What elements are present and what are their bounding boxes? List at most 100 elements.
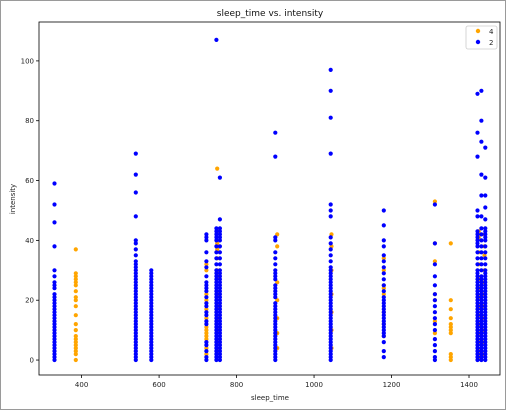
point-series-2 [52, 343, 57, 348]
point-series-2 [479, 88, 484, 93]
point-series-2 [328, 265, 333, 270]
point-series-2 [483, 244, 488, 249]
point-series-2 [273, 301, 278, 306]
point-series-4 [381, 256, 386, 261]
point-series-2 [204, 343, 209, 348]
point-series-2 [217, 271, 222, 276]
point-series-2 [483, 310, 488, 315]
point-series-2 [133, 247, 138, 252]
point-series-2 [475, 334, 480, 339]
point-series-2 [328, 67, 333, 72]
point-series-2 [204, 250, 209, 255]
point-series-2 [217, 313, 222, 318]
plot-area [38, 21, 501, 376]
point-series-2 [149, 286, 154, 291]
point-series-4 [432, 319, 437, 324]
point-series-2 [149, 334, 154, 339]
point-series-2 [381, 271, 386, 276]
point-series-2 [479, 346, 484, 351]
point-series-2 [217, 357, 222, 363]
point-series-2 [328, 241, 333, 246]
point-series-2 [328, 235, 333, 240]
point-series-4 [448, 352, 453, 357]
point-series-2 [214, 355, 219, 360]
point-series-2 [214, 316, 219, 321]
point-series-2 [273, 307, 278, 312]
point-series-2 [483, 334, 488, 339]
point-series-2 [217, 289, 222, 294]
point-series-2 [328, 325, 333, 330]
point-series-2 [214, 307, 219, 312]
point-series-2 [273, 313, 278, 318]
point-series-2 [149, 349, 154, 354]
point-series-2 [479, 352, 484, 357]
point-series-2 [381, 319, 386, 324]
point-series-2 [328, 214, 333, 219]
point-series-2 [273, 340, 278, 345]
point-series-2 [273, 337, 278, 342]
point-series-2 [432, 262, 437, 267]
point-series-2 [381, 313, 386, 318]
point-series-2 [475, 271, 480, 276]
point-series-2 [483, 262, 488, 267]
point-series-2 [479, 280, 484, 285]
point-series-2 [133, 172, 138, 177]
x-tick-label: 400 [75, 381, 88, 389]
point-series-4 [73, 274, 78, 279]
point-series-2 [381, 316, 386, 321]
point-series-2 [381, 238, 386, 243]
point-series-2 [483, 322, 488, 327]
point-series-2 [133, 319, 138, 324]
point-series-2 [483, 286, 488, 291]
point-series-2 [133, 310, 138, 315]
point-series-2 [475, 130, 480, 135]
point-series-2 [475, 340, 480, 345]
point-series-2 [204, 319, 209, 324]
point-series-2 [479, 289, 484, 294]
point-series-2 [432, 349, 437, 354]
point-series-2 [52, 295, 57, 300]
point-series-2 [52, 357, 57, 363]
point-series-2 [217, 319, 222, 324]
point-series-2 [149, 316, 154, 321]
point-series-2 [483, 295, 488, 300]
point-series-4 [448, 325, 453, 330]
point-series-2 [217, 322, 222, 327]
point-series-2 [475, 238, 480, 243]
point-series-2 [475, 283, 480, 288]
point-series-2 [483, 349, 488, 354]
point-series-2 [273, 357, 278, 363]
point-series-2 [214, 346, 219, 351]
point-series-2 [328, 271, 333, 276]
point-series-2 [52, 340, 57, 345]
point-series-2 [217, 292, 222, 297]
point-series-2 [149, 322, 154, 327]
point-series-2 [483, 217, 488, 222]
legend-box [465, 25, 498, 50]
point-series-2 [273, 262, 278, 267]
point-series-2 [328, 115, 333, 120]
point-series-2 [273, 295, 278, 300]
point-series-2 [479, 355, 484, 360]
point-series-4 [432, 259, 437, 264]
point-series-2 [52, 349, 57, 354]
point-series-4 [448, 298, 453, 303]
point-series-4 [204, 334, 209, 339]
point-series-4 [448, 307, 453, 312]
point-series-2 [52, 355, 57, 360]
point-series-2 [214, 313, 219, 318]
point-series-2 [52, 283, 57, 288]
point-series-2 [149, 328, 154, 333]
point-series-4 [204, 328, 209, 333]
point-series-2 [214, 280, 219, 285]
point-series-2 [381, 301, 386, 306]
point-series-2 [217, 250, 222, 255]
point-series-2 [479, 340, 484, 345]
point-series-2 [475, 280, 480, 285]
point-series-2 [52, 352, 57, 357]
point-series-2 [273, 343, 278, 348]
y-axis-label: intensity [9, 184, 17, 214]
point-series-2 [133, 259, 138, 264]
point-series-2 [217, 337, 222, 342]
